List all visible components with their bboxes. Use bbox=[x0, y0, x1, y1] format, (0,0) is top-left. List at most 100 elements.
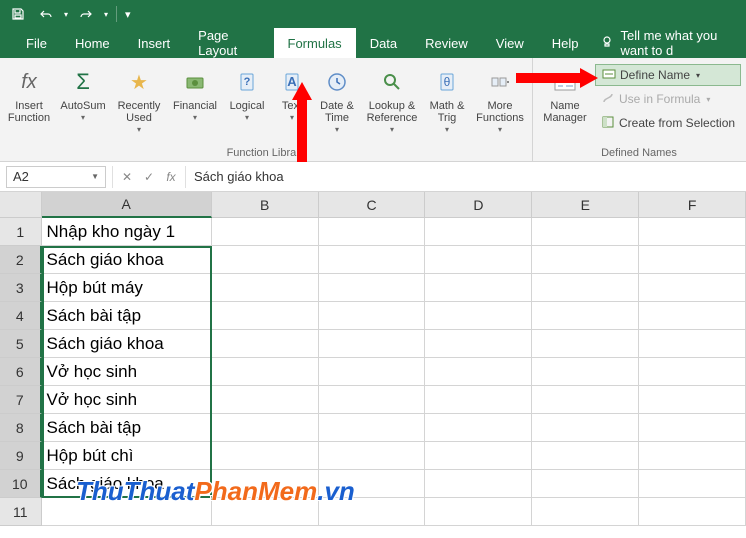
cell[interactable]: Nhập kho ngày 1 bbox=[42, 218, 212, 246]
row-header[interactable]: 11 bbox=[0, 498, 42, 526]
cell[interactable] bbox=[42, 498, 212, 526]
row-header[interactable]: 2 bbox=[0, 246, 42, 274]
text-button[interactable]: A Text ▾ bbox=[272, 62, 312, 147]
cell[interactable] bbox=[319, 442, 426, 470]
cell[interactable] bbox=[532, 274, 639, 302]
cell[interactable] bbox=[532, 218, 639, 246]
more-functions-button[interactable]: More Functions ▾ bbox=[472, 62, 528, 147]
cell[interactable] bbox=[212, 442, 319, 470]
cell[interactable] bbox=[639, 470, 746, 498]
undo-icon[interactable] bbox=[36, 4, 56, 24]
cell[interactable] bbox=[212, 498, 319, 526]
cell[interactable] bbox=[212, 246, 319, 274]
cell[interactable] bbox=[425, 330, 532, 358]
cell[interactable] bbox=[639, 414, 746, 442]
cancel-icon[interactable]: ✕ bbox=[117, 167, 137, 187]
cell[interactable] bbox=[639, 274, 746, 302]
insert-function-button[interactable]: fx Insert Function bbox=[4, 62, 54, 147]
tell-me-search[interactable]: Tell me what you want to d bbox=[600, 28, 746, 58]
cell[interactable] bbox=[639, 218, 746, 246]
cell[interactable] bbox=[319, 386, 426, 414]
cell[interactable]: Sách bài tập bbox=[42, 414, 212, 442]
cell[interactable] bbox=[425, 442, 532, 470]
cell[interactable] bbox=[532, 358, 639, 386]
row-header[interactable]: 8 bbox=[0, 414, 42, 442]
create-from-selection-button[interactable]: Create from Selection bbox=[595, 112, 741, 134]
cell[interactable] bbox=[425, 414, 532, 442]
cell[interactable] bbox=[212, 414, 319, 442]
formula-input[interactable] bbox=[186, 166, 746, 188]
tab-file[interactable]: File bbox=[12, 28, 61, 58]
name-manager-button[interactable]: Name Manager bbox=[537, 62, 593, 147]
row-header[interactable]: 1 bbox=[0, 218, 42, 246]
cell[interactable] bbox=[319, 470, 426, 498]
cell[interactable]: Sách giáo khoa bbox=[42, 246, 212, 274]
cell[interactable] bbox=[425, 302, 532, 330]
cell[interactable] bbox=[639, 386, 746, 414]
cell[interactable] bbox=[319, 274, 426, 302]
col-header-b[interactable]: B bbox=[212, 192, 319, 218]
tab-formulas[interactable]: Formulas bbox=[274, 28, 356, 58]
cell[interactable] bbox=[425, 274, 532, 302]
cell[interactable] bbox=[639, 442, 746, 470]
cell[interactable] bbox=[212, 274, 319, 302]
col-header-e[interactable]: E bbox=[532, 192, 639, 218]
tab-data[interactable]: Data bbox=[356, 28, 411, 58]
cell[interactable] bbox=[319, 414, 426, 442]
cell[interactable]: Sách giáo khoa bbox=[42, 330, 212, 358]
tab-help[interactable]: Help bbox=[538, 28, 593, 58]
cell[interactable]: Sách bài tập bbox=[42, 302, 212, 330]
row-header[interactable]: 3 bbox=[0, 274, 42, 302]
cell[interactable]: Hộp bút chì bbox=[42, 442, 212, 470]
select-all-corner[interactable] bbox=[0, 192, 42, 218]
cell[interactable] bbox=[532, 442, 639, 470]
cell[interactable] bbox=[319, 302, 426, 330]
col-header-c[interactable]: C bbox=[319, 192, 426, 218]
cell[interactable] bbox=[639, 302, 746, 330]
cell[interactable] bbox=[212, 358, 319, 386]
row-header[interactable]: 6 bbox=[0, 358, 42, 386]
cell[interactable] bbox=[425, 470, 532, 498]
financial-button[interactable]: Financial ▾ bbox=[168, 62, 222, 147]
tab-review[interactable]: Review bbox=[411, 28, 482, 58]
cell[interactable]: Vở học sinh bbox=[42, 386, 212, 414]
col-header-d[interactable]: D bbox=[425, 192, 532, 218]
lookup-reference-button[interactable]: Lookup & Reference ▾ bbox=[362, 62, 422, 147]
cell[interactable] bbox=[212, 218, 319, 246]
define-name-button[interactable]: Define Name ▾ bbox=[595, 64, 741, 86]
cell[interactable] bbox=[319, 218, 426, 246]
recently-used-button[interactable]: ★ Recently Used ▾ bbox=[112, 62, 166, 147]
save-icon[interactable] bbox=[8, 4, 28, 24]
cell[interactable] bbox=[425, 386, 532, 414]
col-header-f[interactable]: F bbox=[639, 192, 746, 218]
name-box[interactable]: A2 ▼ bbox=[6, 166, 106, 188]
cell[interactable] bbox=[639, 246, 746, 274]
cell[interactable] bbox=[212, 470, 319, 498]
tab-insert[interactable]: Insert bbox=[124, 28, 185, 58]
row-header[interactable]: 10 bbox=[0, 470, 42, 498]
cell[interactable] bbox=[532, 330, 639, 358]
autosum-button[interactable]: Σ AutoSum ▾ bbox=[56, 62, 110, 147]
col-header-a[interactable]: A bbox=[42, 192, 212, 218]
cell[interactable] bbox=[532, 414, 639, 442]
logical-button[interactable]: ? Logical ▾ bbox=[224, 62, 270, 147]
cell[interactable]: Hộp bút máy bbox=[42, 274, 212, 302]
date-time-button[interactable]: Date & Time ▾ bbox=[314, 62, 360, 147]
cell[interactable] bbox=[425, 358, 532, 386]
cell[interactable] bbox=[532, 498, 639, 526]
row-header[interactable]: 5 bbox=[0, 330, 42, 358]
cell[interactable] bbox=[212, 302, 319, 330]
cell[interactable] bbox=[319, 246, 426, 274]
selection-handle[interactable] bbox=[210, 495, 216, 501]
cell[interactable]: Vở học sinh bbox=[42, 358, 212, 386]
enter-icon[interactable]: ✓ bbox=[139, 167, 159, 187]
cell[interactable] bbox=[639, 330, 746, 358]
cell[interactable] bbox=[212, 330, 319, 358]
cell[interactable]: Sách giáo khoa bbox=[42, 470, 212, 498]
cell[interactable] bbox=[532, 246, 639, 274]
cell[interactable] bbox=[319, 330, 426, 358]
row-header[interactable]: 9 bbox=[0, 442, 42, 470]
cell[interactable] bbox=[425, 246, 532, 274]
cell[interactable] bbox=[532, 386, 639, 414]
tab-view[interactable]: View bbox=[482, 28, 538, 58]
